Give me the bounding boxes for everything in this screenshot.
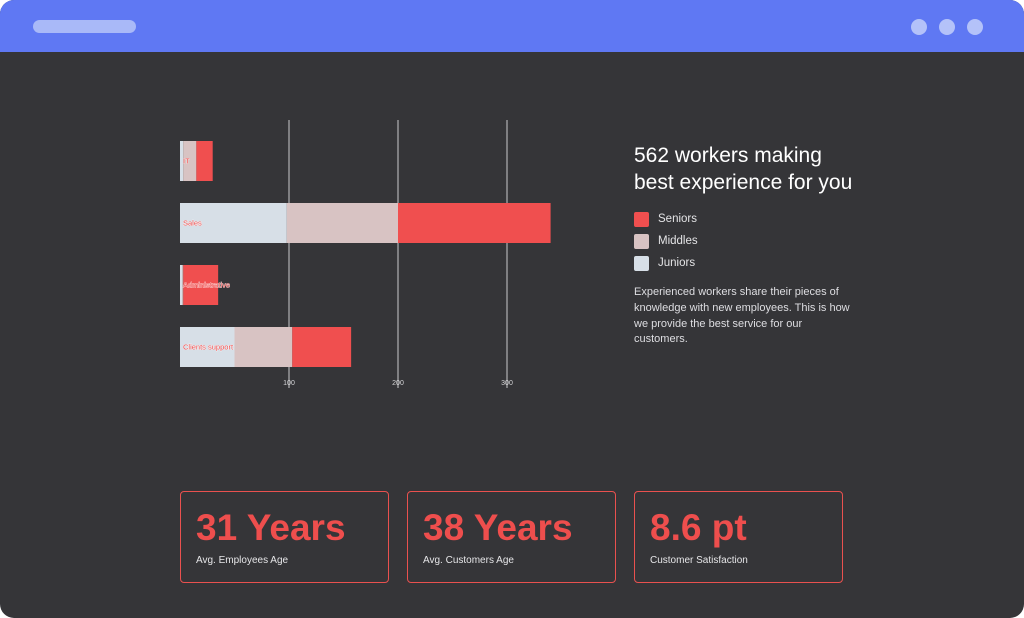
stat-label: Avg. Customers Age <box>423 555 514 566</box>
info-title: 562 workers making best experience for y… <box>634 144 853 194</box>
legend-item-middles: Middles <box>634 230 854 252</box>
legend-swatch-middles <box>634 233 649 249</box>
stat-label: Avg. Employees Age <box>196 555 289 566</box>
legend-swatch-seniors <box>634 211 649 227</box>
bar-it-juniors <box>180 141 184 181</box>
x-tick-label-100: 100 <box>283 380 295 387</box>
stat-label: Customer Satisfaction <box>650 555 748 566</box>
bar-administrative-juniors <box>180 265 183 305</box>
window-dot-1[interactable] <box>911 19 927 35</box>
window-dot-3[interactable] <box>967 19 983 35</box>
bar-sales-juniors <box>180 203 287 243</box>
window-dot-2[interactable] <box>939 19 955 35</box>
bar-sales-middles <box>286 203 398 243</box>
bar-clients-support-seniors <box>292 327 352 367</box>
bar-clients-support-middles <box>234 327 293 367</box>
address-bar[interactable] <box>33 20 136 33</box>
stat-value: 31 Years <box>196 507 346 548</box>
legend-label-middles: Middles <box>658 235 698 247</box>
category-label-clients-support: Clients support <box>183 343 234 352</box>
bar-clients-support-juniors <box>180 327 235 367</box>
bar-it-middles <box>183 141 197 181</box>
title-bar <box>0 0 1024 52</box>
legend-item-seniors: Seniors <box>634 208 854 230</box>
x-tick-label-300: 300 <box>501 380 513 387</box>
chart-legend: Seniors Middles Juniors <box>634 208 854 274</box>
category-label-it: IT <box>183 157 190 166</box>
bar-administrative-middles <box>182 265 184 305</box>
stat-card-employees-age: 31 Years Avg. Employees Age <box>180 491 389 583</box>
legend-label-juniors: Juniors <box>658 257 696 269</box>
workers-bar-chart: 100 200 300 IT Sales Administrative Clients su… <box>180 120 551 388</box>
bar-sales-seniors <box>398 203 551 243</box>
stat-card-satisfaction: 8.6 pt Customer Satisfaction <box>634 491 843 583</box>
category-label-sales: Sales <box>183 219 202 228</box>
stat-card-customers-age: 38 Years Avg. Customers Age <box>407 491 616 583</box>
bar-administrative-seniors <box>183 265 219 305</box>
x-tick-label-200: 200 <box>392 380 404 387</box>
info-panel: 562 workers making best experience for y… <box>634 142 854 348</box>
stat-value: 38 Years <box>423 507 573 548</box>
legend-label-seniors: Seniors <box>658 213 697 225</box>
legend-swatch-juniors <box>634 255 649 271</box>
category-label-administrative: Administrative <box>183 281 230 290</box>
bar-it-seniors <box>196 141 213 181</box>
stat-value: 8.6 pt <box>650 507 747 548</box>
info-description: Experienced workers share their pieces o… <box>634 286 850 346</box>
legend-item-juniors: Juniors <box>634 252 854 274</box>
